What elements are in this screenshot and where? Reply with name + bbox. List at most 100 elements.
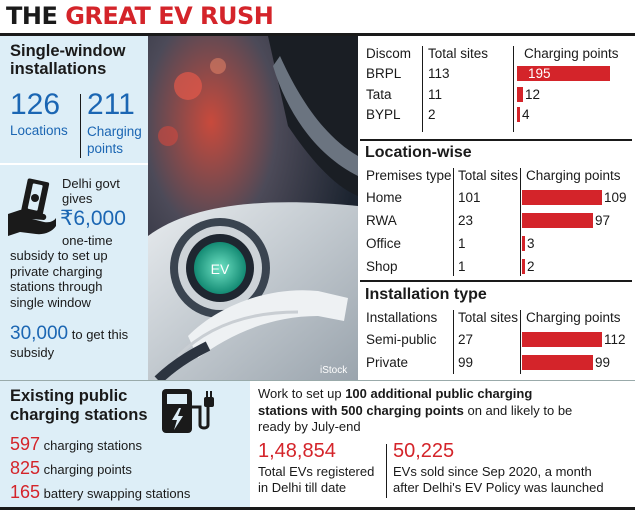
location-points: 97: [595, 213, 611, 228]
ev-registered-label: Total EVs registered in Delhi till date: [258, 464, 374, 496]
locations-value: 126: [10, 88, 61, 121]
discom-name: Tata: [366, 87, 392, 102]
location-bar: [522, 213, 593, 228]
ev-registered-value: 1,48,854: [258, 440, 336, 462]
table-row: BYPL 2 4: [362, 104, 632, 124]
subsidy-line5: private charging: [10, 263, 103, 279]
discom-bar: [517, 87, 523, 102]
work-line3: ready by July-end: [258, 419, 361, 434]
work-prefix: Work to set up: [258, 386, 346, 401]
stations-value: 597: [10, 434, 41, 454]
points-label: charging points: [40, 462, 132, 477]
location-sites: 1: [458, 236, 466, 251]
discom-name: BRPL: [366, 66, 402, 81]
discom-name: BYPL: [366, 107, 401, 122]
table-row: Semi-public 27 112: [362, 328, 632, 351]
work-bold1: 100 additional public charging: [345, 386, 533, 401]
money-hand-icon: [8, 178, 56, 236]
photo-credit: iStock: [320, 365, 348, 376]
section-rule: [360, 280, 632, 282]
swap-value: 165: [10, 482, 41, 502]
points-value: 825: [10, 458, 41, 478]
bottom-rule: [0, 507, 635, 510]
discom-sites: 2: [428, 107, 436, 122]
location-bar: [522, 236, 525, 251]
values-divider: [80, 94, 81, 158]
ev-sold-label: EVs sold since Sep 2020, a month after D…: [393, 464, 604, 496]
location-header-type: Premises type: [366, 168, 452, 183]
installation-header-type: Installations: [366, 310, 438, 325]
stat-stations: 597 charging stations: [10, 433, 190, 457]
location-name: Shop: [366, 259, 398, 274]
location-name: Home: [366, 190, 403, 205]
subsidy-count-suffix: to get this: [68, 327, 129, 342]
headline-part2: GREAT EV RUSH: [65, 2, 274, 30]
installation-table: Installations Total sites Charging point…: [362, 308, 632, 374]
installation-sites: 99: [458, 355, 474, 370]
subsidy-intro: Delhi govt gives: [62, 176, 120, 206]
ev-divider: [386, 444, 387, 498]
discom-points: 195: [528, 66, 551, 81]
subsidy-body: subsidy to set up private charging stati…: [10, 248, 108, 310]
public-stats: 597 charging stations 825 charging point…: [10, 433, 190, 505]
discom-col-line: [513, 46, 514, 132]
ev-registered-line2: in Delhi till date: [258, 480, 347, 495]
headline: THE GREAT EV RUSH: [6, 2, 274, 30]
installation-name: Private: [366, 355, 409, 370]
installation-bar: [522, 355, 593, 370]
public-title-line2: charging stations: [10, 406, 148, 424]
points-label-line2: points: [87, 141, 124, 156]
ev-sold-line2: after Delhi's EV Policy was launched: [393, 480, 604, 495]
installation-type-title: Installation type: [365, 286, 487, 303]
single-window-title: Single-window installations: [10, 42, 126, 78]
headline-part1: THE: [6, 2, 66, 30]
location-sites: 1: [458, 259, 466, 274]
title-line2: installations: [10, 60, 107, 78]
subsidy-line3: one-time: [62, 233, 113, 248]
subsidy-line7: single window: [10, 294, 91, 310]
subsidy-count-line: 30,000 to get this: [10, 324, 128, 344]
location-bar: [522, 190, 602, 205]
installation-col-line: [453, 310, 454, 374]
work-text: Work to set up 100 additional public cha…: [258, 386, 630, 436]
location-points: 2: [527, 259, 535, 274]
location-col-line: [453, 168, 454, 276]
discom-bar: [517, 66, 610, 81]
discom-points: 4: [522, 107, 530, 122]
stat-swap: 165 battery swapping stations: [10, 481, 190, 505]
stat-points: 825 charging points: [10, 457, 190, 481]
section-divider: [0, 163, 148, 165]
installation-header-sites: Total sites: [458, 310, 519, 325]
discom-header: Discom Total sites Charging points: [362, 44, 632, 62]
discom-table: Discom Total sites Charging points BRPL …: [362, 44, 632, 124]
points-label-line1: Charging: [87, 124, 142, 139]
location-sites: 23: [458, 213, 474, 228]
section-rule: [360, 139, 632, 141]
installation-bar: [522, 332, 602, 347]
discom-sites: 113: [428, 66, 450, 81]
ev-registered-line1: Total EVs registered: [258, 464, 375, 479]
subsidy-count: 30,000: [10, 323, 69, 344]
location-bar: [522, 259, 525, 274]
table-row: Private 99 99: [362, 351, 632, 374]
location-table: Premises type Total sites Charging point…: [362, 166, 632, 278]
installation-points: 112: [604, 332, 626, 347]
location-header: Premises type Total sites Charging point…: [362, 166, 632, 186]
discom-points: 12: [525, 87, 541, 102]
location-name: Office: [366, 236, 402, 251]
location-header-sites: Total sites: [458, 168, 519, 183]
location-sites: 101: [458, 190, 481, 205]
ev-charger-photo: EV iStock: [148, 36, 358, 380]
points-value: 211: [87, 88, 135, 121]
subsidy-line4: subsidy to set up: [10, 248, 108, 263]
table-row: Office 1 3: [362, 232, 632, 255]
swap-label: battery swapping stations: [40, 486, 191, 501]
top-rule: [0, 33, 635, 36]
table-row: Home 101 109: [362, 186, 632, 209]
installation-name: Semi-public: [366, 332, 437, 347]
discom-header-sites: Total sites: [428, 46, 489, 61]
single-window-panel: Single-window installations 126 Location…: [0, 36, 148, 380]
discom-bar: [517, 107, 520, 122]
location-points: 109: [604, 190, 627, 205]
location-col-line: [520, 168, 521, 276]
